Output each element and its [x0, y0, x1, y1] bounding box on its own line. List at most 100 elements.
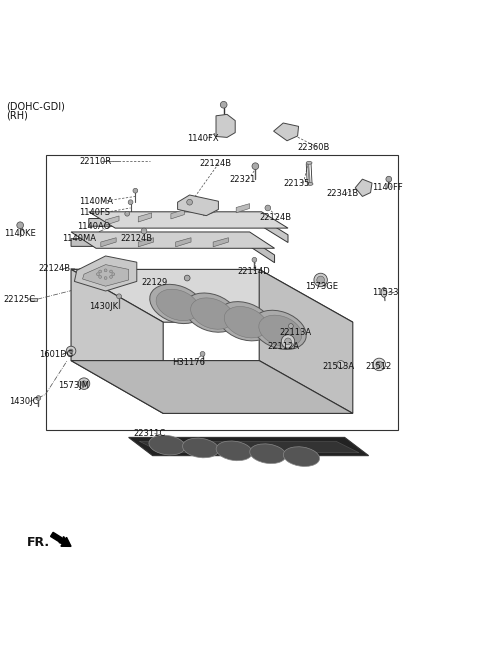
- Bar: [46, 155, 398, 430]
- Text: 22360B: 22360B: [298, 143, 330, 152]
- Ellipse shape: [250, 444, 286, 464]
- Bar: [30, 298, 37, 301]
- Polygon shape: [89, 212, 288, 228]
- Text: 22124B: 22124B: [259, 213, 291, 222]
- Circle shape: [317, 276, 324, 284]
- Text: 22112A: 22112A: [268, 341, 300, 351]
- Text: 1140FF: 1140FF: [372, 183, 403, 192]
- Text: (RH): (RH): [6, 111, 28, 121]
- Circle shape: [17, 222, 24, 229]
- Circle shape: [117, 294, 121, 299]
- Text: 11533: 11533: [372, 288, 398, 297]
- Polygon shape: [129, 438, 369, 456]
- Circle shape: [66, 346, 76, 356]
- Text: 1140MA: 1140MA: [62, 233, 96, 243]
- Text: 22110R: 22110R: [79, 157, 111, 166]
- Polygon shape: [274, 123, 299, 141]
- Polygon shape: [71, 360, 353, 413]
- Polygon shape: [176, 237, 191, 247]
- Circle shape: [373, 358, 385, 371]
- Text: 22125C: 22125C: [4, 295, 36, 303]
- Polygon shape: [71, 232, 275, 249]
- Circle shape: [78, 378, 90, 389]
- Ellipse shape: [182, 438, 219, 458]
- Ellipse shape: [216, 441, 252, 460]
- Ellipse shape: [191, 298, 234, 329]
- Circle shape: [141, 228, 147, 234]
- Text: (DOHC-GDI): (DOHC-GDI): [6, 101, 65, 111]
- Polygon shape: [83, 265, 129, 286]
- Circle shape: [288, 324, 293, 328]
- Ellipse shape: [149, 436, 185, 455]
- Text: 22124B: 22124B: [199, 160, 231, 168]
- Text: 1573JM: 1573JM: [59, 381, 90, 390]
- Circle shape: [112, 273, 115, 275]
- Polygon shape: [89, 218, 288, 243]
- Circle shape: [99, 275, 102, 279]
- Text: 1140FX: 1140FX: [187, 134, 219, 143]
- Polygon shape: [71, 269, 163, 413]
- Polygon shape: [216, 114, 235, 137]
- Circle shape: [252, 258, 257, 262]
- Circle shape: [314, 273, 327, 286]
- Polygon shape: [74, 256, 137, 291]
- Ellipse shape: [224, 307, 267, 338]
- Circle shape: [187, 199, 192, 205]
- Circle shape: [104, 269, 107, 272]
- Circle shape: [36, 396, 41, 400]
- Text: 22114D: 22114D: [238, 267, 270, 276]
- Polygon shape: [178, 195, 218, 216]
- Polygon shape: [236, 203, 250, 213]
- Circle shape: [81, 381, 87, 387]
- Circle shape: [220, 101, 227, 108]
- Circle shape: [133, 188, 138, 193]
- Circle shape: [252, 163, 259, 169]
- Text: 1573GE: 1573GE: [305, 282, 338, 290]
- Circle shape: [386, 177, 392, 182]
- Polygon shape: [71, 239, 275, 263]
- Polygon shape: [138, 237, 154, 247]
- Text: 22321: 22321: [229, 175, 256, 184]
- Text: 22129: 22129: [142, 278, 168, 287]
- Circle shape: [125, 211, 130, 216]
- Circle shape: [184, 275, 190, 281]
- Circle shape: [96, 273, 99, 275]
- Circle shape: [200, 351, 205, 356]
- Polygon shape: [355, 179, 372, 196]
- Polygon shape: [213, 237, 228, 247]
- Polygon shape: [139, 441, 359, 453]
- Circle shape: [265, 205, 271, 211]
- Polygon shape: [138, 213, 152, 222]
- Circle shape: [109, 275, 112, 279]
- Polygon shape: [171, 210, 184, 219]
- Circle shape: [376, 361, 383, 368]
- Circle shape: [285, 338, 291, 345]
- Text: 1140FS: 1140FS: [79, 208, 110, 217]
- Polygon shape: [204, 207, 217, 216]
- Ellipse shape: [381, 288, 387, 297]
- Circle shape: [109, 270, 112, 273]
- Text: 1430JC: 1430JC: [9, 397, 38, 406]
- Circle shape: [128, 200, 133, 205]
- Text: 22124B: 22124B: [120, 233, 152, 243]
- Text: 1601DG: 1601DG: [39, 350, 73, 359]
- Text: 22124B: 22124B: [38, 264, 71, 273]
- Ellipse shape: [156, 289, 199, 320]
- Polygon shape: [71, 269, 353, 322]
- Ellipse shape: [150, 284, 204, 324]
- Circle shape: [99, 270, 102, 273]
- Ellipse shape: [218, 301, 272, 341]
- Circle shape: [104, 277, 107, 279]
- Text: 21512: 21512: [366, 362, 392, 371]
- Text: 1140AO: 1140AO: [77, 222, 110, 231]
- Circle shape: [337, 360, 345, 368]
- Circle shape: [69, 349, 73, 353]
- Text: 22113A: 22113A: [279, 328, 312, 337]
- Polygon shape: [101, 237, 116, 247]
- Text: 1430JK: 1430JK: [89, 302, 118, 311]
- Polygon shape: [106, 216, 119, 225]
- Text: 1140KE: 1140KE: [4, 229, 36, 238]
- Circle shape: [281, 335, 295, 348]
- Ellipse shape: [307, 182, 313, 185]
- Text: 21513A: 21513A: [323, 362, 355, 371]
